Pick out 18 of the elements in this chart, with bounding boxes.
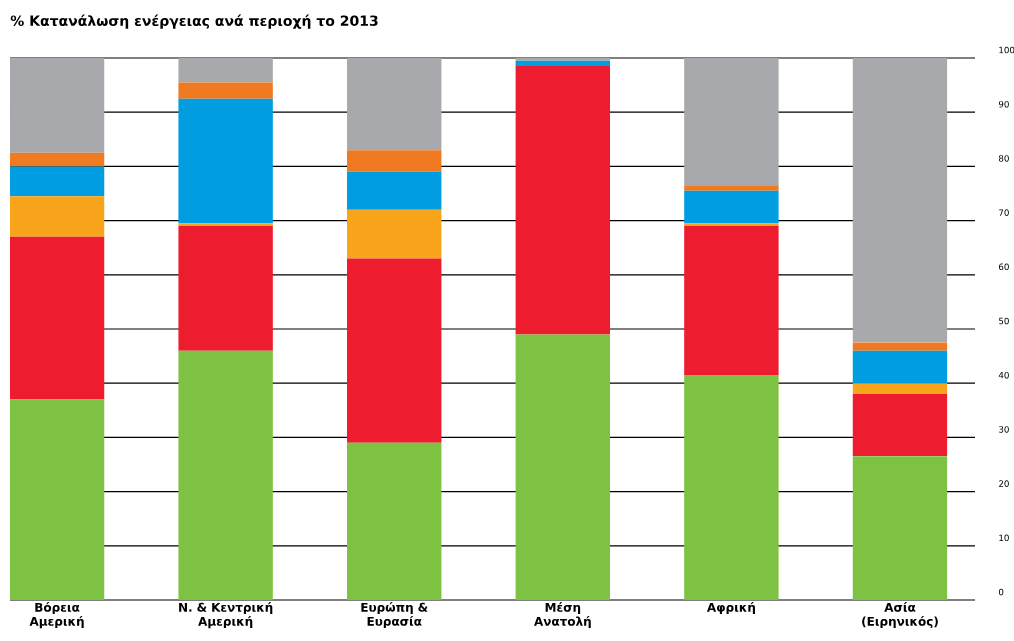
y-tick-label: 60 — [998, 263, 1009, 271]
x-tick-label: Μέση Ανατολή — [534, 602, 591, 629]
y-tick-label: 100 — [999, 46, 1014, 54]
x-tick-label: Ασία (Ειρηνικός) — [862, 602, 938, 629]
y-tick-label: 20 — [999, 480, 1009, 487]
x-tick-label: Ευρώπη & Ευρασία — [361, 602, 428, 629]
x-tick-label: Ν. & Κεντρική Αμερική — [179, 602, 273, 629]
y-tick-label: 50 — [999, 317, 1009, 325]
y-tick-label: 40 — [998, 371, 1009, 379]
y-tick-label: 80 — [998, 155, 1009, 162]
y-tick-label: 0 — [998, 588, 1004, 596]
y-tick-label: 30 — [999, 426, 1009, 433]
y-tick-label: 70 — [999, 209, 1009, 216]
y-tick-label: 10 — [999, 534, 1009, 542]
x-tick-label: Αφρική — [706, 602, 755, 615]
x-tick-label: Βόρεια Αμερική — [29, 602, 84, 629]
y-tick-label: 90 — [998, 100, 1009, 108]
chart-title: % Κατανάλωση ενέργειας ανά περιοχή το 2013 — [10, 14, 378, 29]
